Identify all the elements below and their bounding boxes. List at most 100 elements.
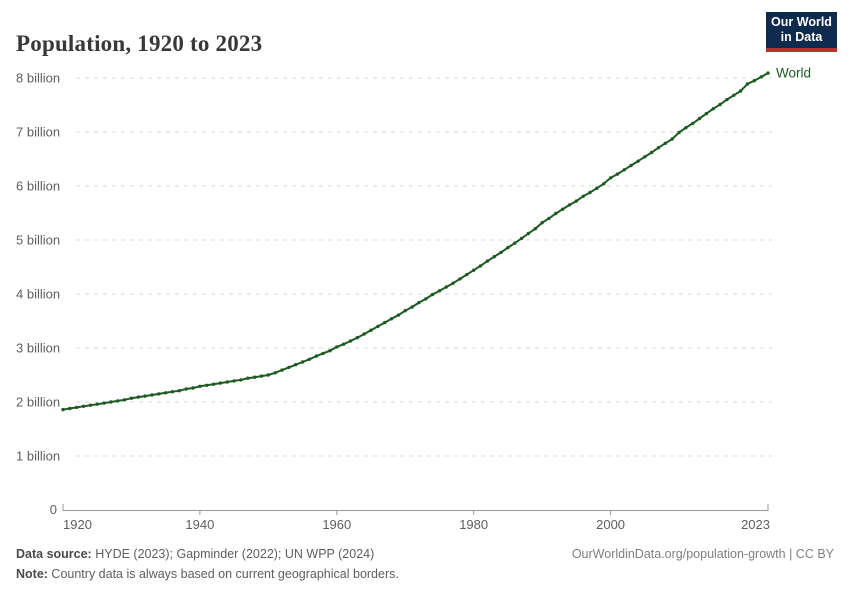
data-point	[205, 383, 209, 387]
data-point	[321, 351, 325, 356]
data-point	[341, 342, 346, 346]
data-point	[287, 365, 291, 370]
series-end-label[interactable]: World	[776, 66, 811, 81]
data-point	[458, 277, 462, 281]
data-point	[211, 382, 216, 386]
data-point	[164, 391, 168, 395]
data-point	[485, 259, 490, 263]
data-point	[300, 360, 305, 364]
x-tick-label: 1980	[459, 517, 488, 532]
data-point	[383, 320, 387, 325]
data-point	[677, 130, 681, 135]
data-point	[61, 407, 65, 412]
data-point	[478, 264, 483, 268]
data-point	[232, 379, 236, 383]
data-point	[143, 394, 147, 398]
data-point	[273, 371, 277, 375]
data-point	[307, 357, 312, 361]
data-point	[81, 404, 86, 408]
data-point	[704, 111, 709, 116]
y-tick-label: 5 billion	[16, 233, 60, 248]
series-world[interactable]: World	[61, 66, 811, 412]
data-point	[636, 159, 640, 163]
data-point	[68, 406, 72, 411]
data-point	[465, 272, 469, 277]
owid-logo-line1: Our World	[771, 15, 832, 29]
data-point	[239, 378, 243, 382]
x-tick-label: 2000	[596, 517, 625, 532]
data-point	[410, 305, 414, 309]
y-tick-label: 0	[50, 502, 57, 517]
data-point	[602, 182, 606, 186]
x-tick-label: 1920	[63, 517, 92, 532]
data-point	[684, 126, 688, 130]
data-point	[608, 176, 613, 180]
data-point	[253, 375, 257, 379]
data-point	[451, 281, 455, 285]
data-point	[95, 402, 99, 406]
data-point	[170, 390, 175, 394]
data-point	[437, 289, 442, 293]
data-point	[554, 211, 558, 216]
data-point	[328, 349, 332, 353]
data-point	[424, 297, 428, 301]
data-point	[129, 396, 134, 400]
footer-citation-link[interactable]: OurWorldinData.org/population-growth | C…	[571, 547, 834, 561]
y-gridlines	[76, 77, 772, 457]
data-point	[581, 194, 585, 198]
note-label: Note:	[16, 567, 48, 581]
data-point	[513, 241, 517, 245]
data-point	[177, 389, 182, 393]
x-axis-labels: 1920 1940 1960 1980 2000 2023	[63, 517, 770, 532]
data-point	[225, 380, 229, 384]
data-point	[150, 393, 154, 397]
data-point	[533, 227, 537, 231]
page-title: Population, 1920 to 2023	[16, 31, 263, 57]
data-point	[88, 403, 93, 407]
data-point	[259, 374, 264, 378]
data-point	[116, 399, 120, 403]
owid-logo[interactable]: Our World in Data	[766, 12, 837, 52]
data-point	[697, 116, 702, 121]
data-point	[348, 339, 353, 343]
data-point	[649, 150, 654, 155]
data-point	[519, 236, 524, 241]
data-source-line: Data source: HYDE (2023); Gapminder (202…	[16, 544, 399, 564]
owid-logo-line2: in Data	[780, 30, 823, 44]
data-point	[417, 300, 421, 305]
data-point	[588, 190, 592, 195]
x-axis	[62, 504, 769, 515]
data-point	[122, 398, 127, 402]
data-point	[246, 376, 250, 380]
data-point	[615, 172, 620, 176]
data-point	[567, 203, 572, 207]
data-source-label: Data source:	[16, 547, 92, 561]
world-line[interactable]	[62, 72, 769, 411]
data-point	[198, 384, 202, 388]
y-tick-label: 4 billion	[16, 287, 60, 302]
data-point	[280, 368, 284, 372]
data-point	[540, 221, 544, 225]
data-point	[752, 79, 756, 83]
data-point	[656, 146, 661, 150]
data-point	[191, 386, 195, 390]
x-axis-line	[62, 504, 769, 511]
chart-footer: Data source: HYDE (2023); Gapminder (202…	[16, 544, 834, 584]
data-point	[102, 401, 106, 405]
data-point	[595, 186, 599, 190]
y-tick-label: 2 billion	[16, 395, 60, 410]
x-tick-label: 1940	[185, 517, 214, 532]
y-tick-label: 1 billion	[16, 449, 60, 464]
data-point	[376, 324, 380, 329]
note-text: Country data is always based on current …	[47, 567, 399, 581]
data-point	[499, 250, 503, 255]
data-point	[218, 381, 223, 385]
data-point	[294, 363, 298, 367]
data-point	[492, 255, 496, 259]
y-tick-label: 7 billion	[16, 125, 60, 140]
footer-left: Data source: HYDE (2023); Gapminder (202…	[16, 544, 399, 584]
data-point	[109, 400, 113, 404]
x-tick-label: 2023	[741, 517, 770, 532]
data-point	[738, 89, 743, 93]
